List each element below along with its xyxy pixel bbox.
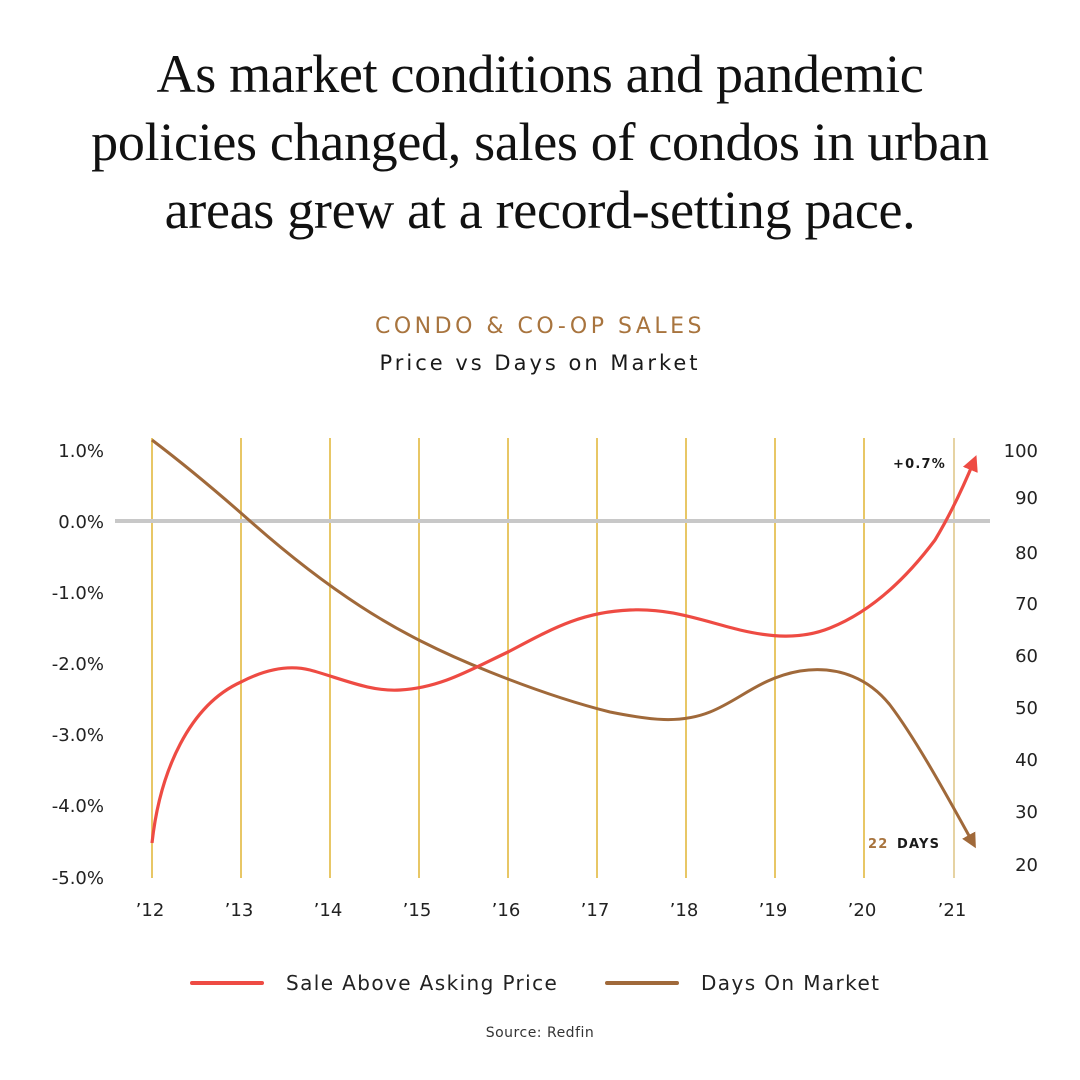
right-axis-tick: 30 — [1015, 802, 1038, 823]
left-axis: 1.0% 0.0% -1.0% -2.0% -3.0% -4.0% -5.0% — [52, 441, 104, 889]
days-end-annotation-unit: DAYS — [897, 837, 940, 852]
x-axis-tick: ’18 — [670, 900, 699, 921]
left-axis-tick: 1.0% — [58, 441, 104, 462]
vertical-gridlines — [151, 438, 955, 878]
legend-item-days-on-market: Days On Market — [605, 968, 880, 998]
legend-swatch-red — [190, 981, 264, 985]
headline-line-2: policies changed, sales of condos in urb… — [91, 112, 989, 172]
left-axis-tick: 0.0% — [58, 512, 104, 533]
x-axis-tick: ’12 — [136, 900, 165, 921]
x-axis-tick: ’13 — [225, 900, 254, 921]
x-axis-tick: ’17 — [581, 900, 610, 921]
x-axis-tick: ’16 — [492, 900, 521, 921]
x-axis-tick: ’21 — [938, 900, 967, 921]
right-axis-tick: 70 — [1015, 594, 1038, 615]
right-axis-tick: 90 — [1015, 488, 1038, 509]
x-axis: ’12 ’13 ’14 ’15 ’16 ’17 ’18 ’19 ’20 ’21 — [136, 900, 967, 921]
x-axis-tick: ’20 — [848, 900, 877, 921]
right-axis: 100 90 80 70 60 50 40 30 20 — [1004, 441, 1038, 876]
x-axis-tick: ’19 — [759, 900, 788, 921]
days-end-annotation-value: 22 — [868, 837, 889, 852]
chart-title: CONDO & CO-OP SALES — [375, 314, 705, 339]
days-on-market-line — [151, 438, 976, 849]
chart-legend: Sale Above Asking Price Days On Market — [0, 968, 1080, 998]
left-axis-tick: -5.0% — [52, 868, 104, 889]
right-axis-tick: 60 — [1015, 646, 1038, 667]
legend-label: Sale Above Asking Price — [286, 971, 559, 995]
source-note: Source: Redfin — [485, 1025, 595, 1041]
right-axis-tick: 20 — [1015, 855, 1038, 876]
headline: As market conditions and pandemic polici… — [0, 40, 1080, 244]
left-axis-tick: -4.0% — [52, 796, 104, 817]
left-axis-tick: -3.0% — [52, 725, 104, 746]
price-end-annotation: +0.7% — [893, 457, 946, 472]
right-axis-tick: 50 — [1015, 698, 1038, 719]
chart-subtitle: Price vs Days on Market — [379, 351, 701, 375]
headline-line-3: areas grew at a record-setting pace. — [164, 180, 916, 240]
legend-label: Days On Market — [701, 971, 881, 995]
headline-line-1: As market conditions and pandemic — [156, 44, 924, 104]
x-axis-tick: ’15 — [403, 900, 432, 921]
left-axis-tick: -2.0% — [52, 654, 104, 675]
left-axis-tick: -1.0% — [52, 583, 104, 604]
legend-swatch-brown — [605, 981, 679, 985]
x-axis-tick: ’14 — [314, 900, 343, 921]
right-axis-tick: 80 — [1015, 543, 1038, 564]
legend-item-sale-above-asking: Sale Above Asking Price — [190, 968, 558, 998]
right-axis-tick: 100 — [1004, 441, 1038, 462]
sale-above-asking-line — [150, 455, 978, 844]
right-axis-tick: 40 — [1015, 750, 1038, 771]
